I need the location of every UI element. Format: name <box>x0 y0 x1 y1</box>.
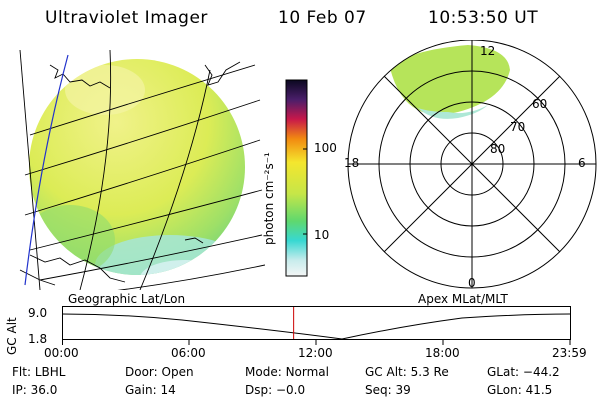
status-glat: GLat: −44.2 <box>487 365 560 379</box>
status-dsp: Dsp: −0.0 <box>245 383 306 397</box>
timeline-ytick-9: 9.0 <box>28 306 48 320</box>
timeline-xtick-1800: 18:00 <box>425 346 460 360</box>
status-flt: Flt: LBHL <box>12 365 66 379</box>
timeline-ylabel: GC Alt <box>5 317 19 355</box>
geographic-image <box>19 49 265 290</box>
status-door: Door: Open <box>125 365 194 379</box>
colorbar-tick-100: 100 <box>314 141 337 155</box>
status-ip: IP: 36.0 <box>12 383 58 397</box>
status-gain: Gain: 14 <box>125 383 176 397</box>
timeline-ytick-1-8: 1.8 <box>28 332 48 346</box>
status-seq: Seq: 39 <box>365 383 411 397</box>
timeline-xtick-0600: 06:00 <box>171 346 206 360</box>
mlt-label-6: 6 <box>578 156 586 170</box>
mlat-label-60: 60 <box>532 97 548 111</box>
status-glon: GLon: 41.5 <box>487 383 553 397</box>
mlat-label-80: 80 <box>490 142 506 156</box>
timeline-xtick-0000: 00:00 <box>44 346 79 360</box>
mlt-label-0: 0 <box>468 276 476 290</box>
timeline-xtick-2359: 23:59 <box>552 346 587 360</box>
geographic-label: Geographic Lat/Lon <box>68 292 186 306</box>
mlat-label-70: 70 <box>510 120 526 134</box>
date-label: 10 Feb 07 <box>278 8 367 28</box>
status-mode: Mode: Normal <box>245 365 329 379</box>
mlt-label-18: 18 <box>344 156 360 170</box>
colorbar-tick-10: 10 <box>314 228 330 242</box>
timeline-xtick-1200: 12:00 <box>298 346 333 360</box>
colorbar <box>285 79 308 277</box>
colorbar-unit-label: photon cm⁻²s⁻¹ <box>262 152 276 245</box>
time-label: 10:53:50 UT <box>428 8 539 28</box>
instrument-title: Ultraviolet Imager <box>45 8 208 28</box>
polar-plot <box>347 40 597 289</box>
altitude-timeline <box>62 306 571 345</box>
apex-label: Apex MLat/MLT <box>418 292 508 306</box>
status-gc-alt: GC Alt: 5.3 Re <box>365 365 449 379</box>
mlt-label-12: 12 <box>480 44 496 58</box>
